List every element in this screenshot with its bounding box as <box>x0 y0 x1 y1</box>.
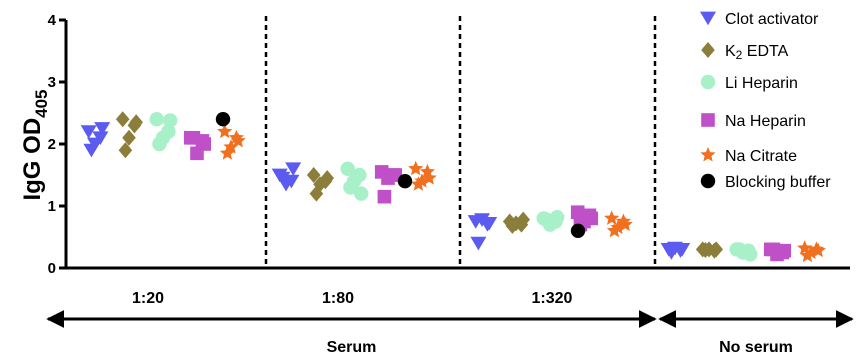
legend-label: Na Heparin <box>725 113 806 130</box>
data-point <box>516 211 530 228</box>
y-axis-label: IgG OD405 <box>19 89 51 200</box>
series-5 <box>215 112 586 238</box>
legend-item: Blocking buffer <box>700 173 831 191</box>
data-point <box>115 111 130 128</box>
data-point <box>481 216 498 231</box>
data-point <box>320 170 334 187</box>
legend-marker <box>700 74 716 90</box>
y-axis-label-subscript: 405 <box>32 89 51 117</box>
legend-label: K2 EDTA <box>725 43 789 62</box>
data-point <box>163 113 178 128</box>
legend-label: Clot activator <box>725 11 819 28</box>
data-points <box>80 111 826 263</box>
legend-label: Na Citrate <box>725 148 797 165</box>
series-0 <box>80 122 691 260</box>
dilution-labels: 1:20 1:80 1:320 <box>132 290 573 307</box>
data-point <box>709 241 723 258</box>
dilution-dividers <box>264 16 657 268</box>
data-point <box>663 246 680 260</box>
data-point <box>122 129 136 146</box>
data-point <box>309 185 324 202</box>
data-point <box>186 131 201 145</box>
data-point <box>743 247 758 262</box>
data-point <box>584 211 598 226</box>
data-point <box>149 112 164 127</box>
data-point <box>674 243 691 257</box>
data-point <box>118 142 133 159</box>
data-point <box>230 132 246 148</box>
data-point <box>550 209 565 225</box>
legend-item: Na Citrate <box>700 147 797 165</box>
legend-label: Li Heparin <box>725 75 798 92</box>
data-point <box>777 243 791 258</box>
data-point <box>604 210 620 225</box>
group-label: No serum <box>719 339 793 356</box>
data-point <box>617 216 633 232</box>
group-label: Serum <box>327 339 377 356</box>
y-tick-label: 3 <box>48 74 56 91</box>
data-point <box>215 112 231 127</box>
data-point <box>766 242 781 257</box>
group-brackets: Serum No serum <box>46 310 854 356</box>
data-point <box>285 162 302 176</box>
y-tick-label: 2 <box>48 136 56 153</box>
data-point <box>152 136 167 152</box>
data-point <box>83 143 100 158</box>
data-point <box>470 236 487 251</box>
y-tick-label: 0 <box>48 260 56 277</box>
series-1 <box>115 111 723 259</box>
dilution-label: 1:20 <box>132 290 164 307</box>
data-point <box>306 167 321 183</box>
data-point <box>340 161 355 176</box>
y-tick-label: 1 <box>48 198 56 215</box>
data-point <box>570 223 586 238</box>
data-point <box>410 176 427 191</box>
series-4 <box>217 123 826 263</box>
dilution-label: 1:320 <box>532 290 573 307</box>
data-point <box>377 189 392 204</box>
data-point <box>505 217 520 234</box>
data-point <box>421 170 437 185</box>
series-2 <box>149 112 758 262</box>
legend: Clot activator K2 EDTA Li Heparin Na Hepari… <box>700 11 831 191</box>
data-point <box>698 242 713 259</box>
y-axis-label-main: IgG OD <box>19 118 46 201</box>
data-point <box>606 222 623 238</box>
data-point <box>217 123 233 139</box>
legend-marker <box>700 147 716 162</box>
legend-label: Blocking buffer <box>725 174 831 191</box>
data-point <box>732 242 747 257</box>
data-point <box>274 171 291 186</box>
legend-marker <box>701 113 715 127</box>
data-point <box>408 160 424 176</box>
data-point <box>219 145 236 160</box>
data-point <box>810 242 826 258</box>
legend-item: Clot activator <box>700 11 819 28</box>
data-point <box>197 137 211 151</box>
data-point <box>474 213 490 227</box>
legend-item: K2 EDTA <box>701 42 789 62</box>
data-point <box>397 174 413 189</box>
data-point <box>419 163 436 179</box>
series-3 <box>183 131 791 262</box>
legend-marker <box>700 173 716 189</box>
data-point <box>539 212 554 227</box>
data-point <box>129 114 143 131</box>
dilution-label: 1:80 <box>322 290 354 307</box>
data-point <box>343 180 358 195</box>
data-point <box>354 186 369 201</box>
legend-marker <box>701 42 715 58</box>
legend-item: Li Heparin <box>700 74 798 92</box>
legend-item: Na Heparin <box>701 113 806 130</box>
data-point <box>94 122 111 136</box>
data-point <box>799 247 816 263</box>
y-tick-label: 4 <box>48 12 57 29</box>
legend-marker <box>700 11 716 26</box>
data-point <box>80 125 97 139</box>
y-axis: 0 1 2 3 4 <box>48 12 850 277</box>
